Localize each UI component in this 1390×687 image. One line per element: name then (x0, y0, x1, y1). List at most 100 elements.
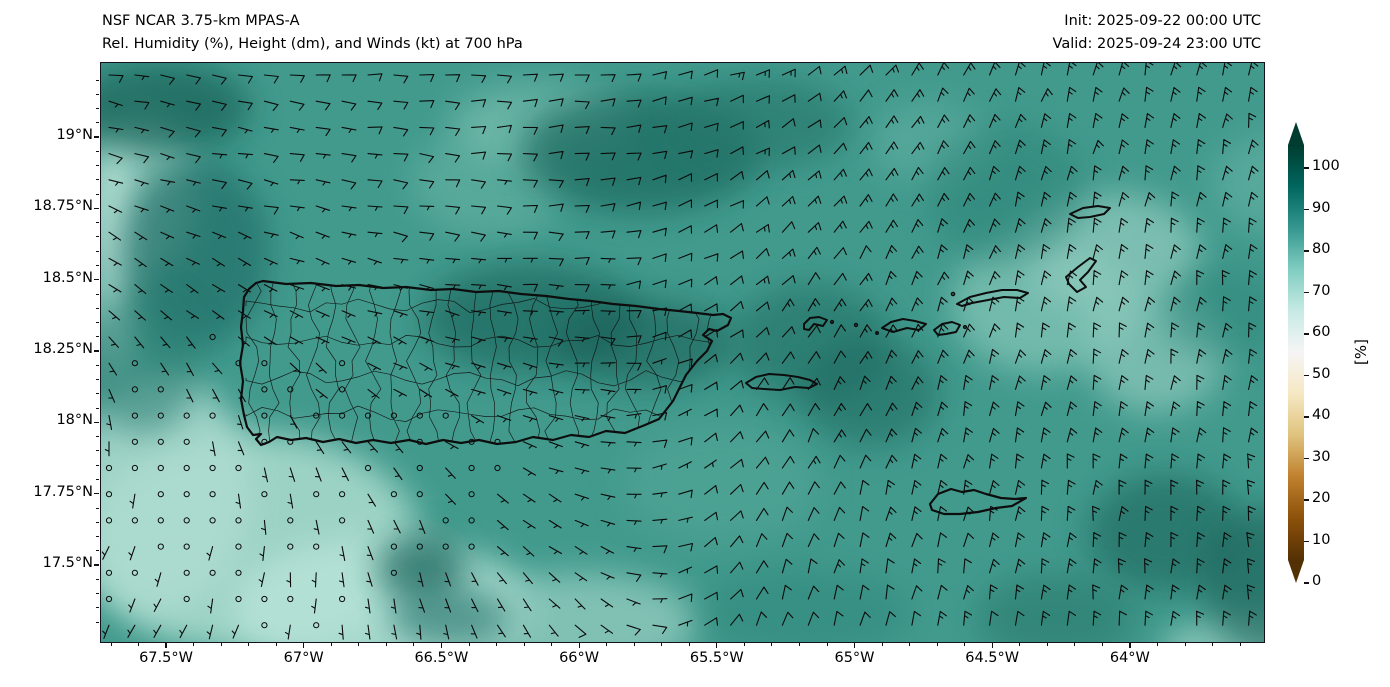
colorbar-tick-label: 40 (1312, 407, 1331, 423)
x-minor-tick (936, 642, 938, 646)
colorbar-tick-label: 70 (1312, 282, 1331, 299)
y-minor-tick (95, 550, 99, 552)
x-minor-tick (496, 642, 497, 646)
x-minor-tick (358, 642, 360, 646)
x-major-tick (716, 642, 718, 648)
x-minor-tick (633, 642, 635, 646)
colorbar-tick (1304, 291, 1309, 294)
colorbar-tick (1304, 582, 1309, 584)
colorbar-tick-label: 100 (1312, 158, 1340, 174)
y-minor-tick (95, 322, 99, 323)
y-minor-tick (95, 464, 99, 466)
x-tick-label: 65.5°W (689, 650, 744, 666)
x-minor-tick (220, 642, 222, 646)
colorbar-tick-label: 0 (1312, 573, 1322, 589)
x-minor-tick (1184, 642, 1186, 646)
x-minor-tick (110, 642, 112, 646)
colorbar-unit-label: [%] (1352, 339, 1370, 365)
x-minor-tick (138, 642, 139, 646)
colorbar-tick (1304, 457, 1309, 460)
y-minor-tick (95, 79, 99, 81)
y-minor-tick (95, 307, 99, 309)
y-minor-tick (95, 536, 99, 537)
wind-barbs (101, 63, 1259, 640)
y-tick-label: 19°N (56, 127, 93, 143)
humidity-shading (101, 63, 1264, 642)
y-minor-tick (95, 393, 99, 395)
puerto-rico-coastline (238, 279, 733, 447)
x-major-tick (440, 642, 443, 648)
x-minor-tick (551, 642, 553, 646)
culebra-coastline (803, 316, 828, 331)
y-minor-tick (95, 578, 99, 580)
y-minor-tick (95, 407, 99, 409)
x-minor-tick (1046, 642, 1048, 646)
x-major-tick (303, 642, 305, 648)
colorbar-tick (1304, 333, 1309, 335)
y-minor-tick (95, 93, 99, 95)
colorbar-tick (1304, 374, 1309, 377)
st-thomas-coastline (881, 318, 927, 333)
y-minor-tick (95, 593, 99, 594)
x-minor-tick (248, 642, 250, 646)
x-major-tick (1129, 642, 1131, 648)
y-minor-tick (95, 621, 99, 623)
y-minor-tick (95, 607, 99, 609)
y-minor-tick (95, 436, 99, 438)
y-tick-label: 18°N (56, 412, 93, 429)
y-major-tick (93, 136, 99, 138)
x-minor-tick (826, 642, 828, 646)
y-minor-tick (95, 293, 99, 295)
y-minor-tick (95, 222, 99, 224)
y-tick-label: 17.5°N (42, 554, 93, 571)
colorbar-tick (1304, 499, 1309, 501)
y-minor-tick (95, 165, 99, 167)
x-major-tick (991, 642, 993, 648)
municipal-boundaries (245, 281, 727, 445)
x-minor-tick (1019, 642, 1021, 646)
colorbar-tick-label: 50 (1312, 365, 1331, 382)
x-minor-tick (799, 642, 800, 646)
y-major-tick (93, 207, 99, 210)
y-minor-tick (95, 379, 99, 380)
vieques-coastline (745, 373, 818, 391)
x-major-tick (853, 642, 856, 648)
x-minor-tick (909, 642, 911, 646)
y-major-tick (93, 350, 99, 352)
x-minor-tick (743, 642, 745, 646)
init-time-label: Init: 2025-09-22 00:00 UTC (1064, 13, 1261, 29)
x-minor-tick (468, 642, 470, 646)
y-minor-tick (95, 336, 99, 338)
x-minor-tick (385, 642, 387, 646)
y-minor-tick (95, 364, 99, 366)
valid-time-label: Valid: 2025-09-24 23:00 UTC (1052, 36, 1261, 52)
colorbar-extend-max-arrow (1288, 122, 1304, 145)
x-minor-tick (1157, 642, 1158, 646)
x-tick-label: 64°W (1109, 650, 1150, 666)
y-major-tick (93, 564, 99, 566)
x-minor-tick (771, 642, 773, 646)
colorbar-tick-label: 10 (1312, 531, 1331, 548)
x-tick-label: 67°W (283, 650, 324, 666)
x-minor-tick (606, 642, 608, 646)
x-minor-tick (523, 642, 525, 646)
x-minor-tick (1074, 642, 1076, 646)
calm-wind-circles (105, 333, 501, 629)
colorbar-tick-label: 90 (1312, 199, 1331, 216)
x-minor-tick (330, 642, 332, 646)
x-tick-label: 64.5°W (965, 650, 1020, 666)
x-minor-tick (193, 642, 195, 646)
y-minor-tick (95, 264, 99, 266)
x-major-tick (578, 642, 580, 648)
y-major-tick (93, 279, 99, 281)
x-tick-label: 65°W (834, 650, 875, 666)
coastlines (238, 205, 1111, 516)
x-minor-tick (661, 642, 663, 646)
y-tick-label: 18.25°N (33, 340, 93, 357)
x-minor-tick (1239, 642, 1241, 646)
x-tick-label: 66°W (559, 650, 600, 666)
st-croix-coastline (928, 487, 1028, 516)
colorbar-tick (1304, 416, 1309, 418)
y-tick-label: 18.75°N (33, 198, 93, 215)
